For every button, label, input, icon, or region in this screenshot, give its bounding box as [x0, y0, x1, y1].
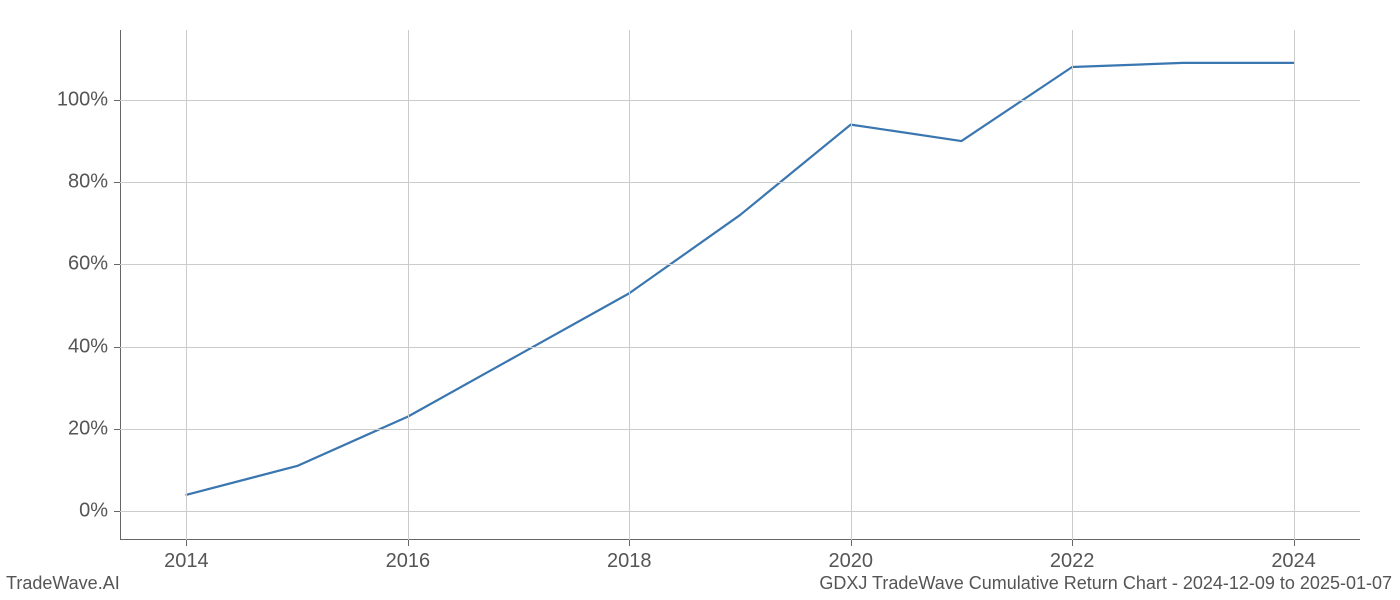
x-tick-mark	[851, 540, 852, 546]
y-tick-mark	[114, 100, 120, 101]
x-tick-mark	[186, 540, 187, 546]
y-tick-label: 20%	[68, 417, 108, 440]
grid-line-horizontal	[120, 182, 1360, 183]
x-tick-label: 2022	[1050, 550, 1095, 573]
y-axis-spine	[120, 30, 121, 540]
x-tick-label: 2018	[607, 550, 652, 573]
y-tick-mark	[114, 347, 120, 348]
grid-line-vertical	[1294, 30, 1295, 540]
x-tick-label: 2014	[164, 550, 209, 573]
y-tick-mark	[114, 429, 120, 430]
x-tick-label: 2024	[1271, 550, 1316, 573]
y-tick-mark	[114, 264, 120, 265]
grid-line-vertical	[186, 30, 187, 540]
x-tick-label: 2020	[828, 550, 873, 573]
y-tick-mark	[114, 182, 120, 183]
grid-line-horizontal	[120, 264, 1360, 265]
plot-grid: 2014201620182020202220240%20%40%60%80%10…	[120, 30, 1360, 540]
footer-caption: GDXJ TradeWave Cumulative Return Chart -…	[819, 573, 1392, 594]
y-tick-label: 60%	[68, 253, 108, 276]
x-tick-label: 2016	[386, 550, 431, 573]
x-tick-mark	[1072, 540, 1073, 546]
y-tick-mark	[114, 511, 120, 512]
y-tick-label: 100%	[57, 88, 108, 111]
line-series	[120, 30, 1360, 540]
x-tick-mark	[1294, 540, 1295, 546]
x-tick-mark	[629, 540, 630, 546]
grid-line-vertical	[851, 30, 852, 540]
x-axis-spine	[120, 539, 1360, 540]
grid-line-vertical	[408, 30, 409, 540]
grid-line-horizontal	[120, 347, 1360, 348]
grid-line-horizontal	[120, 100, 1360, 101]
grid-line-vertical	[1072, 30, 1073, 540]
y-tick-label: 80%	[68, 171, 108, 194]
y-tick-label: 0%	[79, 500, 108, 523]
chart-plot-area: 2014201620182020202220240%20%40%60%80%10…	[120, 30, 1360, 540]
x-tick-mark	[408, 540, 409, 546]
footer-brand: TradeWave.AI	[6, 573, 120, 594]
grid-line-horizontal	[120, 511, 1360, 512]
y-tick-label: 40%	[68, 335, 108, 358]
grid-line-vertical	[629, 30, 630, 540]
grid-line-horizontal	[120, 429, 1360, 430]
